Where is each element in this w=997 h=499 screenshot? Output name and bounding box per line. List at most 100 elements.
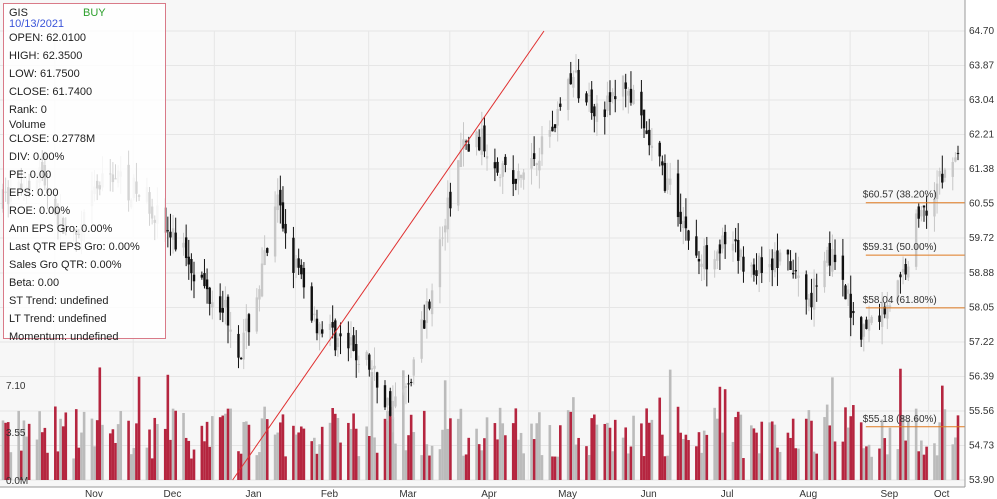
candle-body [237, 333, 240, 358]
candle-body [682, 220, 685, 228]
volume-bar [938, 422, 941, 480]
candle-body [263, 250, 266, 265]
candle-body [174, 232, 177, 250]
candle-body [742, 256, 745, 272]
volume-bar [522, 453, 525, 480]
candle-body [352, 335, 355, 351]
candle-body [535, 163, 538, 166]
candle-body [569, 73, 572, 85]
volume-bar [80, 432, 83, 480]
volume-bar [331, 408, 334, 480]
last-qtr-eps-gro-value: Last QTR EPS Gro: 0.00% [9, 241, 140, 253]
volume-bar [480, 450, 484, 480]
volume-bar [511, 423, 515, 480]
volume-bar [135, 423, 138, 480]
price-tick-label: 53.90 [969, 475, 994, 486]
volume-bar [263, 406, 266, 480]
candle-body [182, 242, 185, 248]
candle-body [846, 289, 850, 294]
month-tick-label: May [558, 489, 577, 499]
volume-bar [4, 422, 7, 480]
candle-body [368, 354, 371, 370]
candle-body [577, 69, 580, 99]
candle-body [373, 365, 376, 369]
price-tick-label: 57.22 [969, 337, 994, 348]
volume-bar [456, 418, 460, 480]
volume-bar [336, 417, 340, 480]
volume-bar [886, 454, 889, 480]
volume-bar [663, 456, 667, 480]
candle-body [239, 357, 243, 360]
volume-bar [925, 446, 928, 480]
candle-body [443, 225, 447, 233]
volume-bar [859, 422, 863, 480]
candle-body [530, 158, 533, 169]
volume-bar [883, 438, 887, 480]
volume-bars [1, 367, 960, 480]
volume-bar [438, 449, 442, 480]
candle-body [611, 92, 614, 97]
fib-level-label: $60.57 (38.20%) [863, 190, 937, 201]
volume-bar [593, 414, 596, 480]
signal-badge: BUY [83, 7, 106, 19]
volume-bar [77, 447, 81, 480]
volume-bar [797, 448, 800, 480]
month-tick-label: Oct [934, 489, 950, 499]
candle-body [318, 323, 321, 335]
candle-body [661, 161, 664, 166]
candle-body [245, 318, 248, 332]
candle-body [914, 213, 918, 267]
volume-bar [61, 426, 65, 480]
candle-body [841, 255, 845, 280]
volume-bar [697, 432, 701, 480]
candle-body [951, 161, 954, 177]
candle-body [812, 278, 816, 310]
candle-body [538, 160, 541, 171]
volume-bar [370, 372, 374, 480]
ticker-symbol: GIS [9, 7, 28, 19]
candle-body [218, 296, 222, 313]
volume-bar [731, 441, 735, 480]
volume-bar [446, 428, 450, 480]
candle-body [603, 109, 606, 117]
candle-body [258, 289, 261, 300]
volume-bar [373, 437, 376, 480]
candle-body [849, 293, 852, 318]
candle-body [867, 319, 871, 331]
candle-body [700, 263, 703, 267]
candle-body [831, 249, 834, 272]
volume-bar [666, 455, 669, 480]
volume-bar [590, 418, 593, 480]
candle-body [449, 191, 452, 209]
volume-bar [823, 417, 826, 480]
candle-body [548, 130, 552, 137]
pe-value: PE: 0.00 [9, 169, 52, 181]
candle-body [407, 383, 410, 385]
volume-bar [101, 424, 104, 480]
candle-body [666, 178, 669, 190]
candle-body [208, 287, 211, 304]
candle-body [166, 230, 170, 232]
month-tick-label: Jan [245, 489, 261, 499]
candle-body [501, 163, 504, 177]
candle-body [315, 318, 319, 334]
volume-bar [132, 448, 136, 480]
volume-bar [679, 432, 682, 480]
candle-body [409, 381, 413, 383]
candle-body [833, 254, 837, 263]
candle-body [629, 88, 633, 103]
price-tick-label: 64.70 [969, 26, 994, 37]
volume-bar [899, 368, 902, 480]
candle-body [441, 237, 444, 239]
candle-body [566, 79, 570, 110]
volume-bar [464, 454, 468, 480]
volume-bar [93, 446, 96, 480]
candle-body [621, 75, 625, 97]
candle-body [880, 301, 884, 327]
volume-bar [956, 415, 960, 480]
candle-body [870, 316, 873, 323]
candle-body [925, 210, 928, 216]
volume-bar [624, 427, 628, 480]
div-value: DIV: 0.00% [9, 151, 65, 163]
volume-bar [627, 453, 630, 480]
